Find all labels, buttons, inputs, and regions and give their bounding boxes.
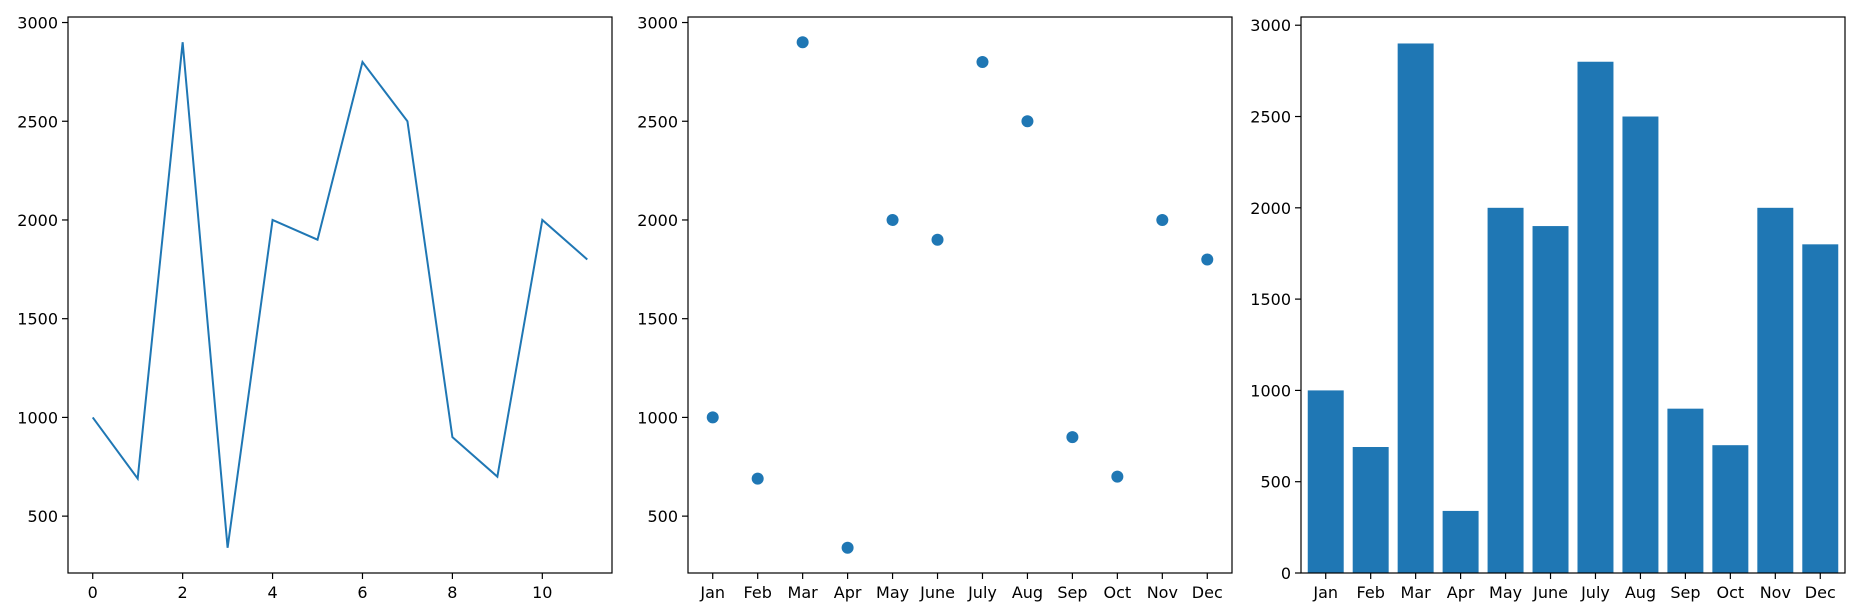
x-tick-label: Nov: [1760, 583, 1791, 602]
bar-aug: [1622, 116, 1659, 574]
x-tick-label: Oct: [1717, 583, 1745, 602]
x-tick-label: Sep: [1057, 583, 1087, 602]
y-tick-label: 1000: [637, 408, 678, 427]
bar-june: [1532, 226, 1569, 573]
x-tick-label: Mar: [1401, 583, 1432, 602]
x-tick-label: Aug: [1012, 583, 1043, 602]
y-tick-label: 500: [1260, 473, 1291, 492]
x-tick-label: Oct: [1104, 583, 1132, 602]
scatter-point-nov: [1156, 213, 1169, 226]
line-chart-panel: 500 1000 1500 2000 2500 3000 0 2 4 6 8 10: [17, 14, 613, 602]
x-tick-label: June: [919, 583, 955, 602]
y-tick-label: 2500: [1250, 108, 1291, 127]
x-tick-label: 10: [532, 583, 552, 602]
y-tick-label: 0: [1281, 564, 1291, 583]
scatter-point-june: [931, 233, 944, 246]
x-tick-label: May: [876, 583, 909, 602]
bar-may: [1487, 207, 1524, 574]
y-tick-label: 2500: [17, 112, 58, 131]
y-tick-label: 1500: [1250, 290, 1291, 309]
scatter-point-oct: [1111, 470, 1124, 483]
bar-apr: [1442, 510, 1479, 573]
y-tick-label: 3000: [17, 14, 58, 33]
x-tick-label: Aug: [1625, 583, 1656, 602]
scatter-point-sep: [1066, 431, 1079, 444]
x-tick-label: Dec: [1805, 583, 1836, 602]
x-tick-label: Feb: [1357, 583, 1385, 602]
x-tick-label: Jan: [1312, 583, 1338, 602]
bar-dec: [1802, 244, 1839, 573]
x-tick-label: Mar: [788, 583, 819, 602]
y-tick-label: 500: [647, 507, 678, 526]
bar-mar: [1397, 43, 1434, 573]
y-tick-label: 1000: [1250, 381, 1291, 400]
axes-frame: [67, 16, 613, 574]
y-tick-label: 3000: [637, 14, 678, 33]
x-tick-label: July: [1580, 583, 1610, 602]
y-tick-label: 1000: [17, 408, 58, 427]
scatter-point-mar: [796, 36, 809, 49]
x-tick-label: July: [967, 583, 997, 602]
x-tick-label: 6: [357, 583, 367, 602]
bar-jan: [1307, 390, 1344, 573]
scatter-point-dec: [1201, 253, 1214, 266]
x-tick-label: Apr: [834, 583, 862, 602]
scatter-chart-panel: 500 1000 1500 2000 2500 3000 Jan Feb Mar Apr May Ju…: [637, 14, 1233, 602]
y-tick-label: 2000: [637, 211, 678, 230]
y-tick-label: 2000: [1250, 199, 1291, 218]
bar-feb: [1352, 447, 1389, 573]
scatter-point-feb: [751, 472, 764, 485]
x-tick-label: Sep: [1670, 583, 1700, 602]
axes-frame: [1300, 16, 1846, 574]
scatter-point-apr: [841, 541, 854, 554]
bar-sep: [1667, 408, 1704, 573]
x-tick-label: Nov: [1147, 583, 1178, 602]
x-tick-label: 4: [267, 583, 277, 602]
bar-july: [1577, 61, 1614, 574]
y-tick-label: 2500: [637, 112, 678, 131]
scatter-point-july: [976, 56, 989, 69]
bar-nov: [1757, 207, 1794, 574]
bar-chart-panel: 0 500 1000 1500 2000 2500 3000 Jan Feb Mar Apr May J…: [1250, 16, 1846, 602]
x-tick-label: Jan: [699, 583, 725, 602]
scatter-point-may: [886, 213, 899, 226]
x-tick-label: May: [1489, 583, 1522, 602]
x-tick-label: 2: [178, 583, 188, 602]
scatter-point-jan: [706, 411, 719, 424]
x-tick-label: Dec: [1192, 583, 1223, 602]
x-tick-label: Apr: [1447, 583, 1475, 602]
scatter-point-aug: [1021, 115, 1034, 128]
axes-frame: [687, 16, 1233, 574]
y-tick-label: 1500: [637, 310, 678, 329]
y-tick-label: 1500: [17, 310, 58, 329]
bar-oct: [1712, 445, 1749, 573]
series-line: [91, 42, 588, 548]
x-tick-label: Feb: [744, 583, 772, 602]
y-tick-label: 2000: [17, 211, 58, 230]
x-tick-label: 0: [88, 583, 98, 602]
y-tick-label: 3000: [1250, 16, 1291, 35]
x-tick-label: 8: [447, 583, 457, 602]
y-tick-label: 500: [27, 507, 58, 526]
x-tick-label: June: [1532, 583, 1568, 602]
